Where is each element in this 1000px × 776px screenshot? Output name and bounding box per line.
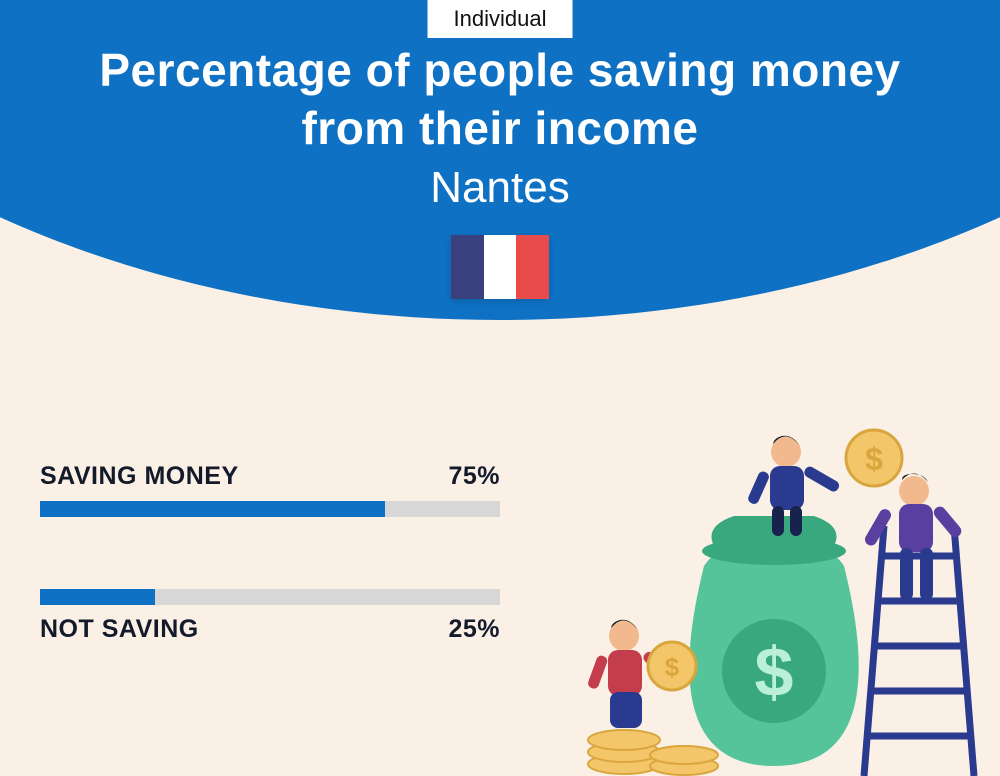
bar-track bbox=[40, 589, 500, 605]
bar-track bbox=[40, 501, 500, 517]
bar-label-row: SAVING MONEY 75% bbox=[40, 462, 500, 491]
page-subtitle: Nantes bbox=[0, 163, 1000, 213]
dollar-sign-icon: $ bbox=[755, 633, 794, 711]
france-flag-icon bbox=[451, 235, 549, 299]
bar-value: 75% bbox=[448, 462, 500, 491]
bar-fill bbox=[40, 501, 385, 517]
title-block: Percentage of people saving money from t… bbox=[0, 42, 1000, 304]
flag-stripe-red bbox=[516, 235, 549, 299]
bar-label: SAVING MONEY bbox=[40, 462, 239, 491]
coin-stack-icon bbox=[588, 730, 718, 775]
ladder-icon bbox=[864, 526, 974, 776]
bar-group-saving: SAVING MONEY 75% bbox=[40, 462, 500, 517]
coin-held-icon: $ bbox=[648, 642, 696, 690]
flag-stripe-blue bbox=[451, 235, 484, 299]
bar-label-row: NOT SAVING 25% bbox=[40, 615, 500, 644]
coin-icon: $ bbox=[846, 430, 902, 486]
svg-text:$: $ bbox=[665, 652, 680, 682]
category-badge-label: Individual bbox=[454, 6, 547, 31]
bar-label: NOT SAVING bbox=[40, 615, 199, 644]
bars-section: SAVING MONEY 75% NOT SAVING 25% bbox=[40, 462, 500, 716]
category-badge: Individual bbox=[428, 0, 573, 38]
svg-text:$: $ bbox=[865, 441, 883, 477]
flag-stripe-white bbox=[484, 235, 517, 299]
money-bag-icon: $ bbox=[689, 516, 858, 766]
savings-illustration: $ $ bbox=[564, 416, 984, 776]
page-title-line2: from their income bbox=[0, 100, 1000, 158]
bar-group-not-saving: NOT SAVING 25% bbox=[40, 589, 500, 644]
page-title-line1: Percentage of people saving money bbox=[0, 42, 1000, 100]
bar-value: 25% bbox=[448, 615, 500, 644]
bar-fill bbox=[40, 589, 155, 605]
